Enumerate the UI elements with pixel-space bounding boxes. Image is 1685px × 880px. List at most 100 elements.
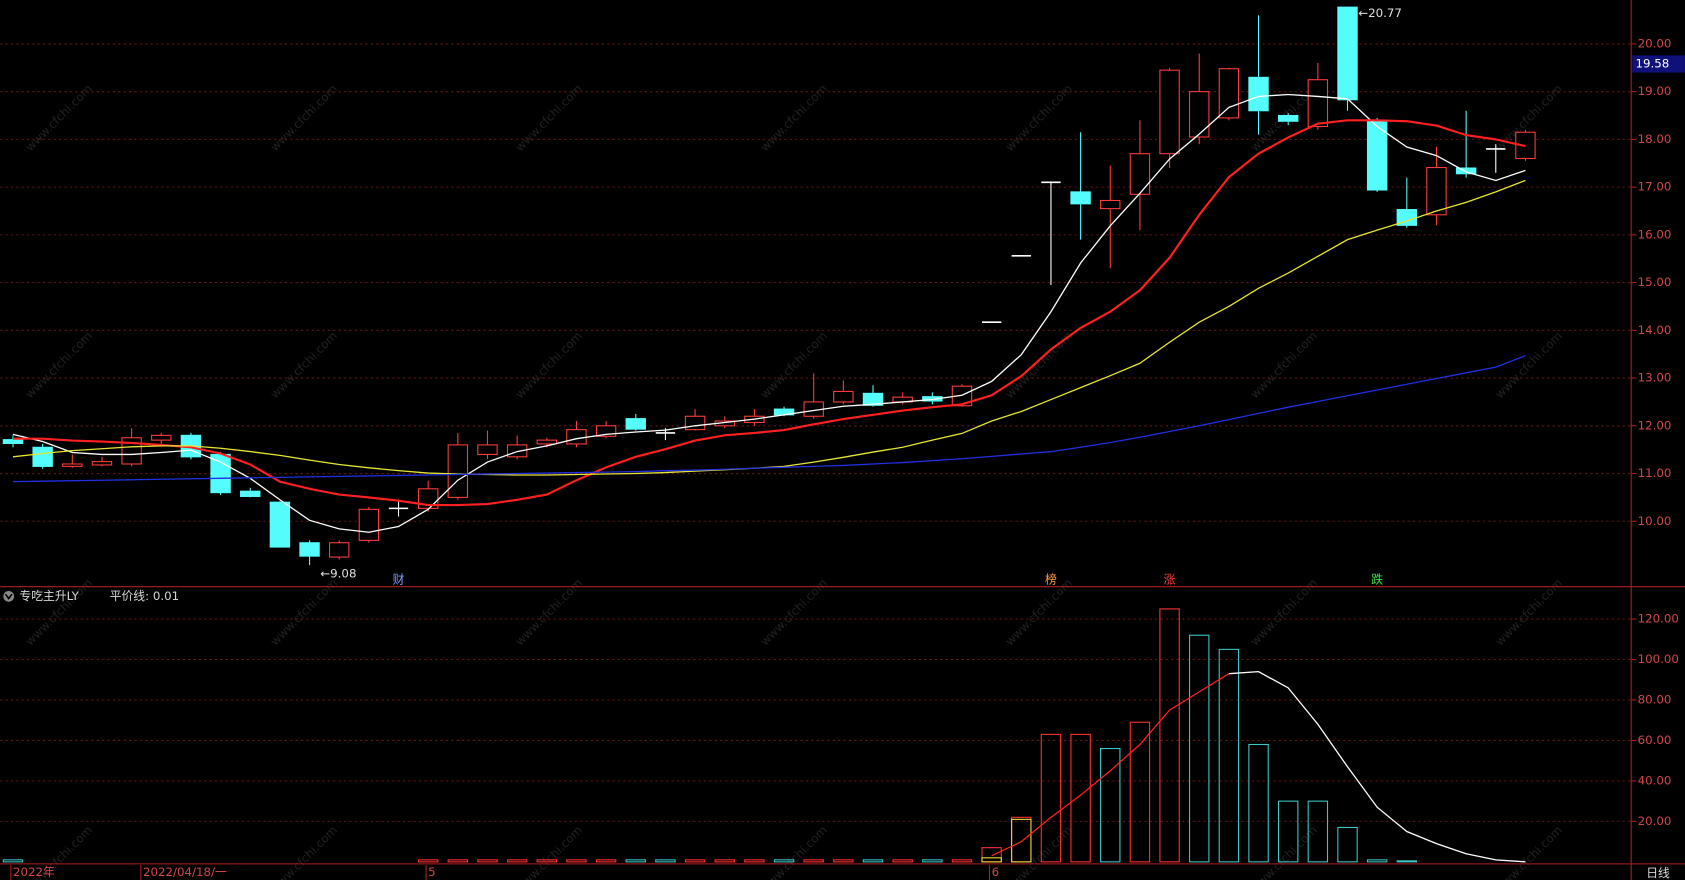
indicator-bar — [566, 859, 587, 863]
candle-body — [536, 439, 558, 445]
event-marker: 榜 — [1045, 573, 1057, 587]
ma-line — [12, 355, 1526, 483]
indicator-bar — [1396, 860, 1418, 863]
indicator-icon[interactable] — [3, 590, 15, 602]
indicator-bar — [773, 859, 795, 863]
candle-body — [1455, 167, 1477, 175]
indicator-bar — [1070, 733, 1091, 863]
candle-body — [1100, 199, 1121, 210]
indicator-bar — [477, 859, 498, 863]
candle-body — [447, 444, 469, 498]
indicator-bar — [922, 859, 943, 863]
candle-body — [1129, 153, 1151, 195]
ma-line — [12, 93, 1526, 533]
candle-body — [833, 390, 854, 403]
candle-body — [1426, 167, 1447, 216]
ma-line — [13, 119, 1526, 507]
y-tick-label: 60.00 — [1638, 733, 1672, 747]
indicator-bar — [655, 859, 676, 863]
indicator-bar — [536, 859, 558, 863]
candle-body — [1189, 91, 1210, 138]
candle-body — [477, 444, 498, 455]
indicator-bar — [1337, 826, 1358, 863]
x-tick-label: 5 — [428, 865, 436, 879]
indicator-line — [991, 673, 1230, 857]
indicator-bar — [506, 859, 528, 863]
indicator-bar-overlay — [1011, 818, 1032, 863]
candle-body — [1277, 114, 1299, 122]
indicator-bar — [1189, 634, 1210, 863]
candle-body — [151, 434, 172, 441]
candle-body — [329, 542, 350, 558]
indicator-subtitle: 平价线: 0.01 — [110, 589, 179, 603]
event-marker: 财 — [393, 573, 405, 587]
candle-body — [2, 439, 24, 444]
indicator-bar — [1040, 733, 1062, 863]
y-tick-label: 40.00 — [1638, 773, 1672, 787]
event-marker: 涨 — [1164, 573, 1176, 587]
indicator-title: 专吃主升LY — [19, 589, 79, 603]
candle-body — [1337, 6, 1358, 101]
indicator-bar — [1277, 800, 1299, 863]
indicator-bar — [892, 859, 913, 863]
indicator-bar — [1248, 743, 1269, 863]
y-tick-label: 100.00 — [1638, 652, 1679, 666]
indicator-bar — [803, 859, 824, 863]
candle-body — [595, 425, 617, 437]
x-tick-label: 2022年 — [13, 865, 55, 879]
last-price-label: 19.58 — [1635, 56, 1669, 70]
candle-body — [269, 501, 291, 548]
y-tick-label: 11.00 — [1638, 466, 1672, 480]
candle-body — [1070, 191, 1091, 205]
candle-body — [358, 508, 380, 541]
indicator-line — [1228, 670, 1526, 863]
candle-body — [299, 542, 320, 557]
candle-body — [1159, 69, 1180, 155]
candle-body — [210, 453, 231, 494]
indicator-bar — [1129, 721, 1151, 863]
y-tick-label: 20.00 — [1638, 36, 1672, 50]
candle-body — [506, 444, 528, 458]
indicator-bar-overlay — [981, 857, 1002, 863]
y-tick-label: 15.00 — [1638, 275, 1672, 289]
indicator-bar — [684, 859, 706, 863]
candle-body — [91, 461, 113, 466]
indicator-bar — [1159, 608, 1180, 863]
y-tick-label: 12.00 — [1638, 418, 1672, 432]
indicator-bar — [625, 859, 646, 863]
event-marker: 跌 — [1371, 573, 1383, 587]
indicator-icon-arrow — [4, 593, 13, 600]
indicator-bar — [447, 859, 469, 863]
x-tick-label: 2022/04/18/一 — [143, 865, 227, 879]
period-label[interactable]: 日线 — [1646, 866, 1670, 880]
y-tick-label: 20.00 — [1638, 814, 1672, 828]
indicator-bar — [1100, 748, 1121, 863]
indicator-bar — [951, 859, 973, 863]
candle-body — [1218, 68, 1240, 119]
y-tick-label: 19.00 — [1638, 84, 1672, 98]
candle-body — [240, 490, 261, 497]
indicator-bar — [744, 859, 765, 863]
last-price-box — [1632, 55, 1685, 73]
indicator-bar — [1307, 800, 1329, 863]
candle-body — [1307, 79, 1329, 128]
indicator-bar — [1218, 648, 1240, 863]
indicator-bar — [714, 859, 735, 863]
candle-body — [625, 418, 646, 430]
y-tick-label: 16.00 — [1638, 227, 1672, 241]
candle-body — [32, 446, 53, 467]
indicator-bar — [417, 859, 439, 863]
y-tick-label: 14.00 — [1638, 323, 1672, 337]
indicator-bar — [833, 859, 854, 863]
candle-body — [951, 385, 973, 407]
x-tick-label: 6 — [992, 865, 1000, 879]
indicator-bar — [1366, 859, 1388, 863]
candle-body — [62, 463, 83, 467]
indicator-bar — [2, 859, 24, 863]
price-annotation: ←9.08 — [320, 566, 356, 580]
y-tick-label: 13.00 — [1638, 371, 1672, 385]
candle-body — [566, 429, 587, 445]
